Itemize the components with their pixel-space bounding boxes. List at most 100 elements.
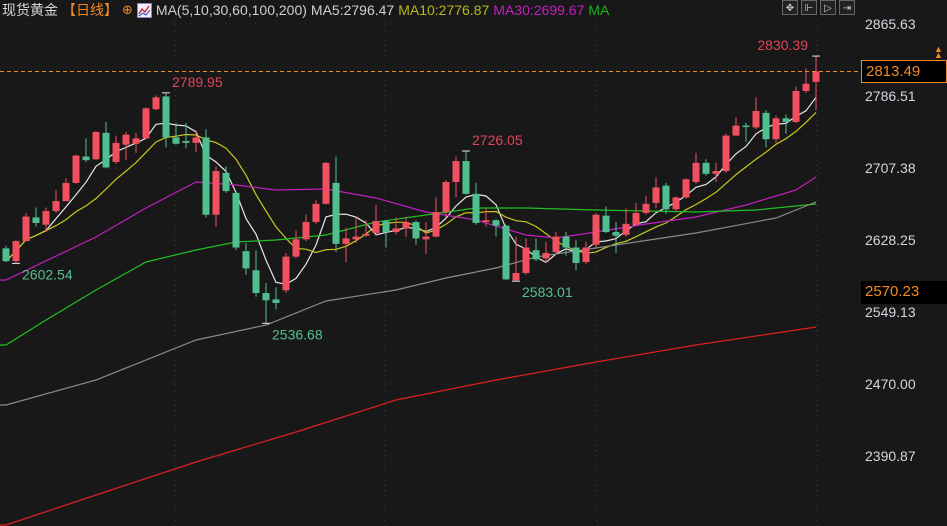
y-tick-label: 2470.00 bbox=[865, 376, 916, 392]
zoom-range-icon[interactable]: ⊩ bbox=[801, 0, 817, 15]
candle-up bbox=[322, 162, 330, 204]
ma5-line bbox=[5, 96, 817, 285]
candle-down bbox=[492, 220, 500, 226]
candle-down bbox=[702, 162, 710, 174]
candle-up bbox=[672, 197, 680, 210]
candle-up bbox=[652, 187, 660, 203]
candle-down bbox=[412, 222, 420, 239]
crosshair-icon[interactable]: ✥ bbox=[782, 0, 798, 15]
candle-up bbox=[132, 138, 140, 144]
candle-down bbox=[762, 112, 770, 140]
candle-up bbox=[442, 181, 450, 213]
candle-up bbox=[582, 247, 590, 263]
candle-down bbox=[82, 156, 90, 161]
candle-down bbox=[262, 293, 270, 301]
candle-up bbox=[432, 212, 440, 237]
candle-down bbox=[572, 247, 580, 263]
y-tick-label: 2628.25 bbox=[865, 232, 916, 248]
ma10-line bbox=[5, 111, 817, 262]
ma10-readout: MA10:2776.87 bbox=[398, 2, 490, 18]
ma-params[interactable]: MA(5,10,30,60,100,200) bbox=[155, 2, 307, 18]
candle-down bbox=[272, 299, 280, 304]
candle-up bbox=[62, 182, 70, 202]
candle-down bbox=[172, 137, 180, 144]
circle-plus-icon[interactable]: ⊕ bbox=[122, 2, 133, 17]
scroll-up-icon[interactable]: ▲ ▲ bbox=[934, 44, 943, 60]
candle-up bbox=[112, 142, 120, 162]
candle-up bbox=[792, 90, 800, 122]
y-tick-label: 2786.51 bbox=[865, 88, 916, 104]
candle-up bbox=[52, 201, 60, 212]
ma200-line bbox=[0, 326, 817, 526]
current-price-label: 2813.49 bbox=[861, 59, 947, 83]
candle-up bbox=[542, 252, 550, 259]
candle-down bbox=[202, 137, 210, 215]
candle-down bbox=[472, 193, 480, 223]
secondary-price-label: 2570.23 bbox=[861, 281, 947, 305]
candle-up bbox=[642, 203, 650, 213]
candle-up bbox=[22, 216, 30, 242]
y-tick-label: 2865.63 bbox=[865, 16, 916, 32]
high-price-annotation: 2789.95 bbox=[172, 74, 223, 90]
candle-up bbox=[752, 111, 760, 128]
chart-header: 现货黄金 【日线】 ⊕ MA(5,10,30,60,100,200) MA5:2… bbox=[2, 0, 609, 20]
ma30-readout: MA30:2699.67 bbox=[493, 2, 585, 18]
candle-down bbox=[332, 182, 340, 244]
candle-up bbox=[142, 108, 150, 139]
low-price-annotation: 2602.54 bbox=[22, 266, 73, 282]
period-selector[interactable]: 【日线】 bbox=[62, 2, 118, 18]
candle-up bbox=[372, 221, 380, 233]
candle-up bbox=[452, 161, 460, 182]
candle-up bbox=[512, 272, 520, 281]
candle-down bbox=[562, 236, 570, 248]
candle-up bbox=[212, 171, 220, 215]
candle-up bbox=[92, 131, 100, 160]
candle-up bbox=[422, 236, 430, 240]
candle-down bbox=[662, 185, 670, 210]
candle-up bbox=[802, 83, 810, 91]
candle-up bbox=[342, 238, 350, 244]
candle-up bbox=[812, 71, 820, 82]
candle-up bbox=[42, 211, 50, 225]
candle-up bbox=[302, 222, 310, 240]
candle-up bbox=[312, 203, 320, 223]
candle-up bbox=[352, 236, 360, 240]
candle-up bbox=[772, 118, 780, 140]
y-tick-label: 2707.38 bbox=[865, 160, 916, 176]
candle-up bbox=[712, 171, 720, 174]
candle-down bbox=[252, 270, 260, 294]
candle-up bbox=[482, 220, 490, 223]
candle-down bbox=[742, 125, 750, 128]
ma5-readout: MA5:2796.47 bbox=[310, 2, 395, 18]
ma100-line bbox=[0, 201, 817, 406]
candle-up bbox=[402, 222, 410, 229]
move-right-icon[interactable]: ⇥ bbox=[839, 0, 855, 15]
candle-down bbox=[502, 225, 510, 280]
instrument-name: 现货黄金 bbox=[2, 2, 58, 18]
candle-up bbox=[682, 179, 690, 198]
candle-up bbox=[72, 155, 80, 183]
line-chart-icon[interactable] bbox=[136, 2, 152, 18]
candle-up bbox=[732, 125, 740, 136]
candle-up bbox=[692, 162, 700, 182]
candle-down bbox=[2, 248, 10, 262]
candle-up bbox=[632, 212, 640, 225]
candle-down bbox=[232, 192, 240, 248]
candle-down bbox=[602, 215, 610, 233]
candle-up bbox=[292, 239, 300, 257]
high-price-annotation: 2726.05 bbox=[472, 132, 523, 148]
candle-up bbox=[522, 247, 530, 273]
y-tick-label: 2549.13 bbox=[865, 304, 916, 320]
play-icon[interactable]: ▷ bbox=[820, 0, 836, 15]
candle-up bbox=[722, 135, 730, 172]
candle-down bbox=[532, 250, 540, 260]
candle-up bbox=[552, 236, 560, 253]
low-price-annotation: 2536.68 bbox=[272, 326, 323, 342]
candle-up bbox=[362, 233, 370, 236]
candle-up bbox=[152, 97, 160, 110]
candle-down bbox=[162, 96, 170, 138]
candle-up bbox=[12, 241, 20, 262]
candle-down bbox=[612, 232, 620, 236]
ma60-readout: MA bbox=[588, 2, 610, 18]
